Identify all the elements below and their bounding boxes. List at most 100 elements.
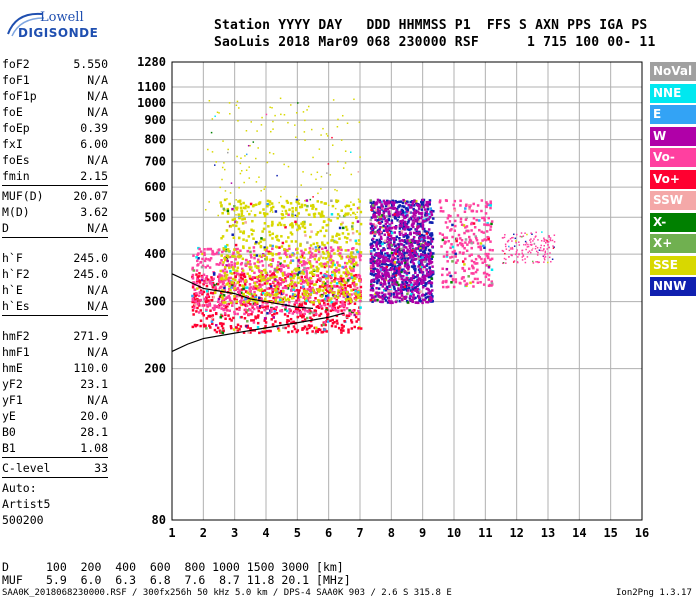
echo-point: [292, 276, 295, 280]
echo-point: [262, 275, 265, 279]
echo-point: [236, 247, 239, 251]
echo-point: [415, 247, 418, 250]
echo-point: [301, 307, 305, 311]
echo-point: [269, 285, 273, 288]
echo-point: [421, 276, 424, 279]
echo-point: [333, 295, 337, 298]
echo-point: [331, 322, 335, 325]
echo-point: [342, 325, 345, 328]
echo-point: [411, 239, 414, 243]
echo-point: [395, 290, 398, 293]
echo-point: [248, 288, 251, 292]
echo-point: [254, 242, 257, 245]
echo-point: [263, 317, 267, 320]
echo-point: [239, 202, 243, 206]
echo-point: [245, 311, 248, 314]
echo-point: [353, 302, 357, 305]
echo-point: [220, 324, 224, 328]
echo-point: [197, 294, 201, 297]
echo-point: [311, 247, 315, 251]
echo-point: [233, 209, 235, 212]
echo-point: [386, 229, 389, 232]
echo-point: [277, 239, 281, 242]
echo-point: [421, 221, 424, 224]
echo-cluster: [369, 198, 435, 305]
echo-point: [226, 207, 230, 211]
echo-point: [352, 246, 355, 250]
echo-point: [287, 165, 290, 168]
echo-point: [515, 252, 518, 255]
echo-point: [403, 278, 407, 281]
echo-point: [220, 330, 223, 333]
echo-point: [284, 251, 287, 254]
echo-point: [225, 273, 229, 277]
echo-point: [446, 226, 449, 229]
echo-point: [238, 216, 241, 220]
echo-point: [406, 227, 409, 231]
echo-point: [249, 302, 252, 306]
echo-point: [354, 315, 358, 319]
echo-point: [340, 139, 343, 141]
echo-point: [359, 258, 362, 262]
echo-point: [292, 268, 296, 272]
echo-point: [389, 268, 392, 272]
echo-point: [411, 290, 414, 293]
echo-point: [524, 240, 527, 243]
echo-point: [211, 251, 215, 254]
echo-point: [356, 220, 360, 223]
echo-point: [269, 263, 272, 266]
echo-point: [317, 258, 320, 262]
echo-point: [195, 256, 198, 259]
echo-point: [430, 281, 434, 285]
plot-frame: [171, 61, 643, 521]
echo-point: [408, 228, 411, 232]
echo-point: [484, 212, 488, 215]
echo-point: [253, 281, 257, 285]
echo-point: [373, 267, 377, 270]
echo-point: [262, 238, 266, 241]
echo-point: [408, 284, 411, 287]
echo-point: [376, 281, 379, 285]
echo-point: [394, 250, 397, 253]
echo-point: [221, 298, 225, 302]
echo-point: [287, 324, 290, 328]
echo-point: [235, 221, 239, 224]
echo-point: [424, 248, 427, 251]
echo-point: [330, 303, 333, 307]
echo-point: [420, 243, 423, 246]
echo-point: [394, 252, 398, 256]
echo-point: [438, 199, 442, 202]
echo-point: [348, 309, 351, 312]
echo-point: [393, 238, 396, 242]
echo-point: [220, 291, 223, 295]
echo-point: [295, 269, 298, 272]
echo-point: [288, 208, 291, 210]
echo-point: [214, 115, 216, 118]
echo-point: [278, 321, 282, 325]
echo-point: [239, 279, 243, 282]
echo-point: [324, 288, 328, 291]
echo-point: [374, 215, 377, 219]
echo-point: [220, 302, 224, 305]
echo-point: [242, 206, 246, 210]
echo-point: [233, 297, 236, 301]
echo-point: [399, 200, 403, 203]
echo-point: [311, 330, 314, 333]
echo-point: [393, 267, 396, 271]
muf-label: MUF: [2, 573, 23, 587]
echo-point: [261, 330, 264, 334]
echo-point: [347, 279, 350, 282]
echo-point: [375, 211, 379, 215]
echo-point: [191, 277, 195, 280]
echo-point: [533, 242, 536, 245]
echo-point: [481, 216, 484, 220]
y-tick-label: 900: [144, 113, 166, 127]
echo-point: [272, 275, 276, 279]
echo-point: [235, 307, 239, 311]
echo-point: [315, 330, 318, 333]
param-group-4: hmF2 271.9 hmF1 N/A hmE 110.0 yF2 23.1 yF1 N/A yE 2…: [2, 328, 108, 456]
echo-point: [398, 204, 402, 207]
echo-point: [394, 295, 397, 299]
echo-point: [219, 201, 222, 204]
echo-point: [432, 252, 435, 255]
